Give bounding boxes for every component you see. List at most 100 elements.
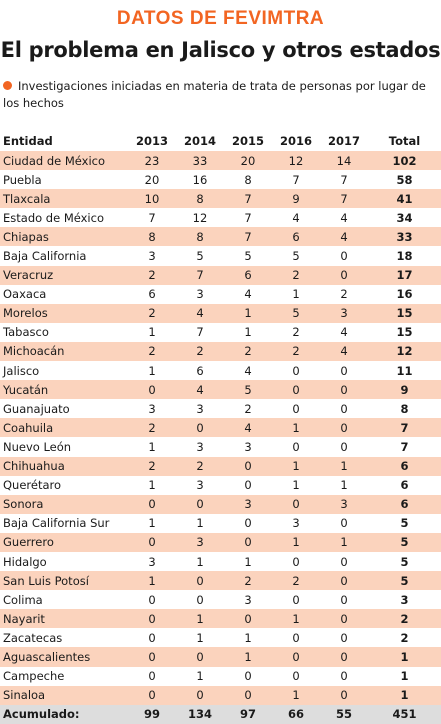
entity-cell: San Luis Potosí — [0, 571, 128, 591]
value-cell: 1 — [320, 532, 368, 552]
value-cell: 4 — [224, 418, 272, 438]
value-cell: 0 — [128, 685, 176, 705]
table-row: Sinaloa 0 0 0 1 0 1 — [0, 685, 441, 705]
entity-cell: Tlaxcala — [0, 189, 128, 209]
value-cell: 7 — [224, 227, 272, 247]
value-cell: 4 — [340, 210, 348, 225]
value-cell: 0 — [340, 439, 348, 454]
value-cell: 20 — [224, 151, 272, 171]
table-row: Michoacán 2 2 2 2 4 12 — [0, 341, 441, 362]
value-cell: 99 — [128, 704, 176, 724]
total-cell: 1 — [368, 647, 441, 667]
value-cell: 0 — [320, 571, 368, 591]
value-cell: 0 — [176, 647, 224, 667]
column-header: 2013 — [135, 134, 168, 148]
value-cell: 6 — [196, 363, 204, 378]
table-row: Jalisco 1 6 4 0 0 11 — [0, 361, 441, 380]
value-cell: 0 — [176, 418, 224, 438]
value-cell: 4 — [320, 341, 368, 362]
subtitle: Investigaciones iniciadas en materia de … — [3, 78, 435, 112]
value-cell: 0 — [176, 571, 224, 591]
value-cell: 9 — [272, 189, 320, 209]
value-cell: 1 — [196, 630, 204, 645]
value-cell: 0 — [224, 456, 272, 476]
value-cell: 2 — [340, 287, 348, 302]
value-cell: 1 — [196, 669, 204, 684]
value-cell: 55 — [320, 704, 368, 724]
value-cell: 5 — [244, 249, 252, 264]
value-cell: 7 — [148, 210, 156, 225]
entity-cell: Tabasco — [3, 325, 49, 340]
value-cell: 0 — [292, 630, 300, 645]
value-cell: 0 — [320, 647, 368, 667]
value-cell: 12 — [192, 210, 208, 225]
entity-cell: Jalisco — [3, 363, 40, 378]
value-cell: 1 — [272, 685, 320, 705]
value-cell: 1 — [340, 478, 348, 493]
value-cell: 0 — [224, 685, 272, 705]
total-cell: 5 — [368, 571, 441, 591]
value-cell: 0 — [244, 516, 252, 531]
value-cell: 0 — [292, 363, 300, 378]
value-cell: 4 — [320, 227, 368, 247]
value-cell: 2 — [224, 571, 272, 591]
value-cell: 0 — [148, 630, 156, 645]
total-cell: 6 — [368, 456, 441, 476]
table-row: Ciudad de México 23 33 20 12 14 102 — [0, 151, 441, 171]
total-cell: 58 — [396, 172, 413, 187]
entity-cell: Michoacán — [0, 341, 128, 362]
total-cell: 6 — [400, 478, 409, 493]
value-cell: 0 — [224, 609, 272, 629]
entity-cell: Morelos — [0, 303, 128, 323]
table-header-row: Entidad 2013 2014 2015 2016 2017 Total — [0, 131, 441, 151]
value-cell: 0 — [292, 592, 300, 607]
value-cell: 3 — [224, 494, 272, 514]
value-cell: 0 — [292, 439, 300, 454]
value-cell: 1 — [320, 456, 368, 476]
value-cell: 0 — [272, 380, 320, 400]
value-cell: 0 — [340, 630, 348, 645]
value-cell: 1 — [148, 325, 156, 340]
total-cell: 5 — [400, 554, 409, 569]
entity-cell: Ciudad de México — [0, 151, 128, 171]
table-row: Yucatán 0 4 5 0 0 9 — [0, 380, 441, 400]
value-cell: 0 — [292, 401, 300, 416]
value-cell: 1 — [148, 478, 156, 493]
value-cell: 0 — [340, 554, 348, 569]
value-cell: 0 — [340, 363, 348, 378]
total-cell: 102 — [368, 151, 441, 171]
value-cell: 3 — [320, 494, 368, 514]
table-row: Chihuahua 2 2 0 1 1 6 — [0, 456, 441, 476]
value-cell: 5 — [292, 249, 300, 264]
value-cell: 1 — [292, 478, 300, 493]
total-cell: 15 — [368, 303, 441, 323]
total-cell: 1 — [400, 669, 409, 684]
value-cell: 0 — [224, 532, 272, 552]
value-cell: 6 — [148, 287, 156, 302]
page-title: El problema en Jalisco y otros estados — [0, 38, 441, 62]
value-cell: 0 — [320, 418, 368, 438]
subtitle-text: Investigaciones iniciadas en materia de … — [3, 79, 426, 110]
table-body: Ciudad de México 23 33 20 12 14 102 Puebla 20 16 8… — [0, 151, 441, 724]
value-cell: 2 — [176, 341, 224, 362]
value-cell: 1 — [292, 287, 300, 302]
entity-cell: Colima — [3, 592, 43, 607]
value-cell: 2 — [272, 571, 320, 591]
value-cell: 1 — [196, 554, 204, 569]
value-cell: 20 — [144, 172, 160, 187]
entity-cell: Estado de México — [3, 210, 104, 225]
value-cell: 6 — [224, 265, 272, 285]
total-cell: 451 — [368, 704, 441, 724]
value-cell: 1 — [128, 571, 176, 591]
value-cell: 4 — [292, 210, 300, 225]
value-cell: 2 — [128, 341, 176, 362]
value-cell: 0 — [340, 592, 348, 607]
value-cell: 0 — [244, 478, 252, 493]
total-cell: 7 — [400, 439, 409, 454]
total-cell: 16 — [396, 287, 413, 302]
table-row: Baja California 3 5 5 5 0 18 — [0, 246, 441, 265]
value-cell: 2 — [128, 265, 176, 285]
value-cell: 3 — [148, 249, 156, 264]
value-cell: 0 — [148, 592, 156, 607]
value-cell: 7 — [340, 172, 348, 187]
